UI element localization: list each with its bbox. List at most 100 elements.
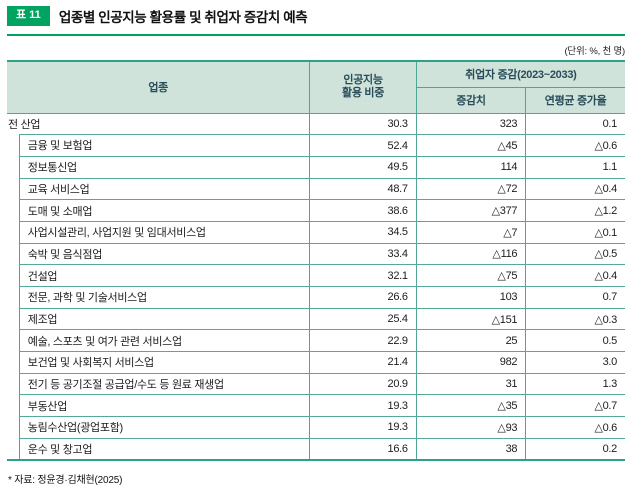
growth-cell: △0.5 (525, 243, 625, 266)
industry-cell: 전 산업 (7, 113, 310, 135)
row-gutter (7, 200, 19, 222)
unit-note: (단위: %, 천 명) (564, 46, 625, 57)
table-body: 전 산업 30.3 323 0.1 금융 및 보험업 52.4 △45 △0.6… (7, 113, 625, 460)
industry-cell: 숙박 및 음식점업 (18, 243, 310, 266)
table-title: 업종별 인공지능 활용률 및 취업자 증감치 예측 (58, 10, 308, 25)
row-gutter (7, 265, 19, 287)
industry-cell: 건설업 (18, 264, 310, 287)
col-header-industry: 업종 (7, 61, 310, 114)
table-row: 도매 및 소매업 38.6 △377 △1.2 (7, 199, 625, 222)
table-row: 건설업 32.1 △75 △0.4 (7, 264, 625, 287)
row-gutter (7, 156, 19, 178)
source-footnote: * 자료: 정윤경·김채현(2025) (8, 475, 123, 486)
ai-share-cell: 33.4 (309, 243, 417, 266)
growth-cell: 1.3 (525, 373, 625, 396)
row-gutter (7, 395, 19, 417)
industry-cell: 예술, 스포츠 및 여가 관련 서비스업 (18, 329, 310, 353)
row-gutter (7, 417, 19, 439)
change-cell: △75 (415, 264, 526, 287)
ai-share-cell: 21.4 (309, 351, 417, 374)
growth-cell: △0.4 (525, 264, 625, 287)
table-number-badge: 표 11 (7, 6, 50, 26)
industry-cell: 운수 및 창고업 (18, 438, 310, 460)
row-gutter (7, 438, 19, 460)
growth-cell: △0.1 (525, 221, 625, 244)
growth-cell: 0.5 (525, 329, 625, 353)
growth-cell: △0.3 (525, 308, 625, 331)
table-header: 업종 인공지능 활용 비중 취업자 증감(2023~2033) 증감치 연평균 … (7, 61, 625, 114)
change-cell: 323 (415, 113, 526, 136)
ai-share-cell: 52.4 (309, 134, 417, 157)
ai-share-cell: 38.6 (309, 199, 417, 222)
col-header-annual-growth: 연평균 증가율 (525, 87, 625, 114)
change-cell: △35 (415, 394, 526, 418)
table-row: 정보통신업 49.5 114 1.1 (7, 156, 625, 179)
change-cell: 38 (415, 438, 526, 460)
table-row: 농림수산업(광업포함) 19.3 △93 △0.6 (7, 416, 625, 439)
table-row: 전 산업 30.3 323 0.1 (7, 113, 625, 136)
row-gutter (7, 308, 19, 330)
ai-share-cell: 26.6 (309, 286, 417, 309)
table-row: 운수 및 창고업 16.6 38 0.2 (7, 438, 625, 460)
row-gutter (7, 135, 19, 157)
growth-cell: △0.6 (525, 416, 625, 439)
col-header-employment-group: 취업자 증감(2023~2033) (415, 61, 625, 88)
row-gutter (7, 330, 19, 352)
ai-share-cell: 32.1 (309, 264, 417, 287)
row-gutter (7, 221, 19, 243)
growth-cell: 3.0 (525, 351, 625, 374)
industry-cell: 도매 및 소매업 (18, 199, 310, 222)
ai-share-cell: 34.5 (309, 221, 417, 244)
table-row: 부동산업 19.3 △35 △0.7 (7, 394, 625, 418)
table-row: 숙박 및 음식점업 33.4 △116 △0.5 (7, 243, 625, 266)
industry-cell: 보건업 및 사회복지 서비스업 (18, 351, 310, 374)
table-row: 제조업 25.4 △151 △0.3 (7, 308, 625, 331)
table-row: 사업시설관리, 사업지원 및 임대서비스업 34.5 △7 △0.1 (7, 221, 625, 244)
ai-share-cell: 25.4 (309, 308, 417, 331)
industry-cell: 농림수산업(광업포함) (18, 416, 310, 439)
growth-cell: 1.1 (525, 156, 625, 179)
industry-cell: 교육 서비스업 (18, 178, 310, 201)
table-row: 금융 및 보험업 52.4 △45 △0.6 (7, 134, 625, 157)
growth-cell: 0.7 (525, 286, 625, 309)
col-header-ai-share-line2: 활용 비중 (342, 87, 385, 100)
growth-cell: △1.2 (525, 199, 625, 222)
table-row: 교육 서비스업 48.7 △72 △0.4 (7, 178, 625, 201)
table-row: 전문, 과학 및 기술서비스업 26.6 103 0.7 (7, 286, 625, 309)
table-row: 예술, 스포츠 및 여가 관련 서비스업 22.9 25 0.5 (7, 329, 625, 353)
change-cell: 25 (415, 329, 526, 353)
title-divider-rule (7, 34, 625, 36)
row-gutter (7, 178, 19, 200)
change-cell: 982 (415, 351, 526, 374)
industry-cell: 전기 등 공기조절 공급업/수도 등 원료 재생업 (18, 373, 310, 396)
growth-cell: △0.6 (525, 134, 625, 157)
change-cell: △93 (415, 416, 526, 439)
row-gutter (7, 373, 19, 395)
ai-share-cell: 49.5 (309, 156, 417, 179)
row-gutter (7, 287, 19, 309)
industry-cell: 금융 및 보험업 (18, 134, 310, 157)
ai-share-cell: 19.3 (309, 416, 417, 439)
table-row: 전기 등 공기조절 공급업/수도 등 원료 재생업 20.9 31 1.3 (7, 373, 625, 396)
table-caption-row: 표 11 업종별 인공지능 활용률 및 취업자 증감치 예측 (7, 6, 625, 26)
industry-cell: 제조업 (18, 308, 310, 331)
industry-cell: 전문, 과학 및 기술서비스업 (18, 286, 310, 309)
change-cell: △45 (415, 134, 526, 157)
growth-cell: △0.4 (525, 178, 625, 201)
ai-share-cell: 30.3 (309, 113, 417, 136)
industry-cell: 사업시설관리, 사업지원 및 임대서비스업 (18, 221, 310, 244)
change-cell: 114 (415, 156, 526, 179)
ai-share-cell: 22.9 (309, 329, 417, 353)
ai-share-cell: 19.3 (309, 394, 417, 418)
row-gutter (7, 243, 19, 265)
data-table: 업종 인공지능 활용 비중 취업자 증감(2023~2033) 증감치 연평균 … (7, 60, 625, 461)
col-header-ai-share: 인공지능 활용 비중 (309, 61, 417, 114)
growth-cell: 0.2 (525, 438, 625, 460)
col-header-change: 증감치 (415, 87, 526, 114)
change-cell: 103 (415, 286, 526, 309)
ai-share-cell: 20.9 (309, 373, 417, 396)
change-cell: △7 (415, 221, 526, 244)
change-cell: △116 (415, 243, 526, 266)
ai-share-cell: 16.6 (309, 438, 417, 460)
